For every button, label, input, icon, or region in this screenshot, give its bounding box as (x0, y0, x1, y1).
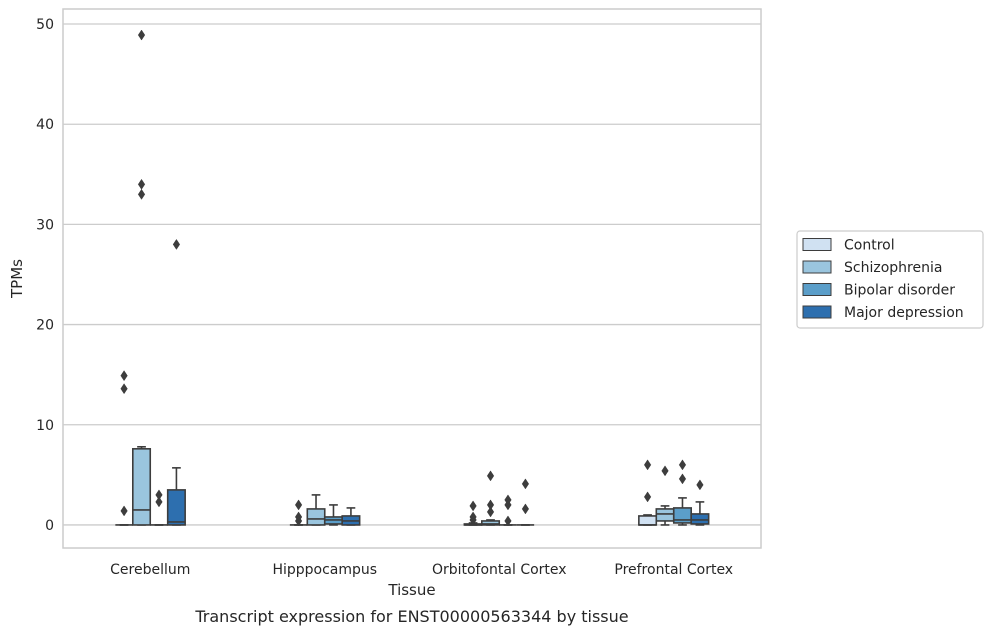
legend-label: Major depression (844, 305, 964, 321)
box-iqr (166, 489, 186, 526)
box-2-0 (463, 500, 483, 526)
flier-point (678, 473, 687, 485)
gridlines (63, 23, 761, 526)
legend-swatch (802, 305, 832, 319)
box-3-2 (672, 459, 693, 526)
box-1-1 (306, 494, 326, 526)
box-iqr (306, 508, 326, 526)
legend-label: Control (844, 238, 895, 254)
flier-point (120, 383, 128, 395)
box-3-1 (655, 465, 675, 526)
flier-point (120, 505, 128, 517)
flier-point (661, 465, 669, 477)
box-2-3 (516, 478, 535, 526)
y-tick-label: 50 (36, 17, 54, 33)
flier-point (294, 499, 303, 511)
box-1-3 (341, 507, 361, 526)
legend-label: Schizophrenia (844, 260, 942, 276)
box-0-0 (115, 370, 133, 526)
box-2-2 (499, 494, 517, 527)
flier-point (137, 178, 146, 190)
flier-point (643, 459, 652, 471)
legend-swatch (802, 260, 832, 274)
flier-point (469, 500, 477, 512)
x-tick-label: Prefrontal Cortex (614, 562, 733, 578)
box-1-0 (289, 499, 308, 527)
box-0-3 (166, 238, 186, 526)
y-tick-label: 40 (36, 117, 54, 133)
flier-point (120, 370, 128, 382)
legend: Control Schizophrenia Bipolar disorder Majo… (796, 230, 984, 329)
y-tick-label: 0 (45, 518, 54, 534)
flier-point (521, 478, 530, 490)
flier-point (696, 479, 704, 491)
box-iqr (638, 515, 658, 526)
box-3-3 (690, 479, 710, 526)
y-axis-title: TPMs (8, 259, 26, 299)
legend-frame (796, 230, 984, 329)
box-3-0 (638, 459, 658, 526)
flier-point (643, 491, 652, 503)
box-iqr (655, 508, 675, 522)
flier-point (172, 238, 181, 250)
flier-point (504, 515, 512, 527)
x-tick-labels: Cerebellum Hipppocampus Orbitofontal Corte… (110, 562, 733, 578)
legend-swatch (802, 238, 832, 251)
chart-caption: Transcript expression for ENST0000056334… (194, 607, 628, 626)
flier-point (137, 29, 146, 41)
flier-point (486, 499, 495, 511)
flier-point (504, 494, 512, 506)
flier-point (294, 511, 303, 523)
box-2-1 (480, 470, 501, 526)
flier-point (521, 503, 530, 515)
y-tick-labels: 0 10 20 30 40 50 (36, 17, 54, 534)
y-tick-label: 30 (36, 217, 54, 233)
flier-point (155, 489, 163, 501)
flier-point (469, 511, 477, 523)
box-0-1 (132, 29, 152, 526)
box-iqr (690, 513, 710, 525)
flier-point (486, 470, 495, 482)
flier-point (678, 459, 687, 471)
x-axis-title: Tissue (387, 581, 435, 599)
flier-point (137, 188, 146, 200)
box-iqr (480, 520, 501, 526)
x-tick-label: Orbitofontal Cortex (432, 562, 567, 578)
x-tick-label: Hipppocampus (272, 562, 377, 578)
y-tick-label: 10 (36, 418, 54, 434)
legend-swatch (802, 283, 832, 296)
legend-label: Bipolar disorder (844, 283, 955, 299)
box-0-2 (150, 489, 168, 526)
boxes-layer (115, 29, 710, 527)
plot-frame (62, 8, 762, 549)
y-tick-label: 20 (36, 318, 54, 334)
flier-point (155, 496, 163, 508)
box-1-2 (323, 504, 344, 526)
x-tick-label: Cerebellum (110, 562, 190, 578)
flier-point (486, 506, 495, 518)
box-iqr (132, 448, 152, 526)
